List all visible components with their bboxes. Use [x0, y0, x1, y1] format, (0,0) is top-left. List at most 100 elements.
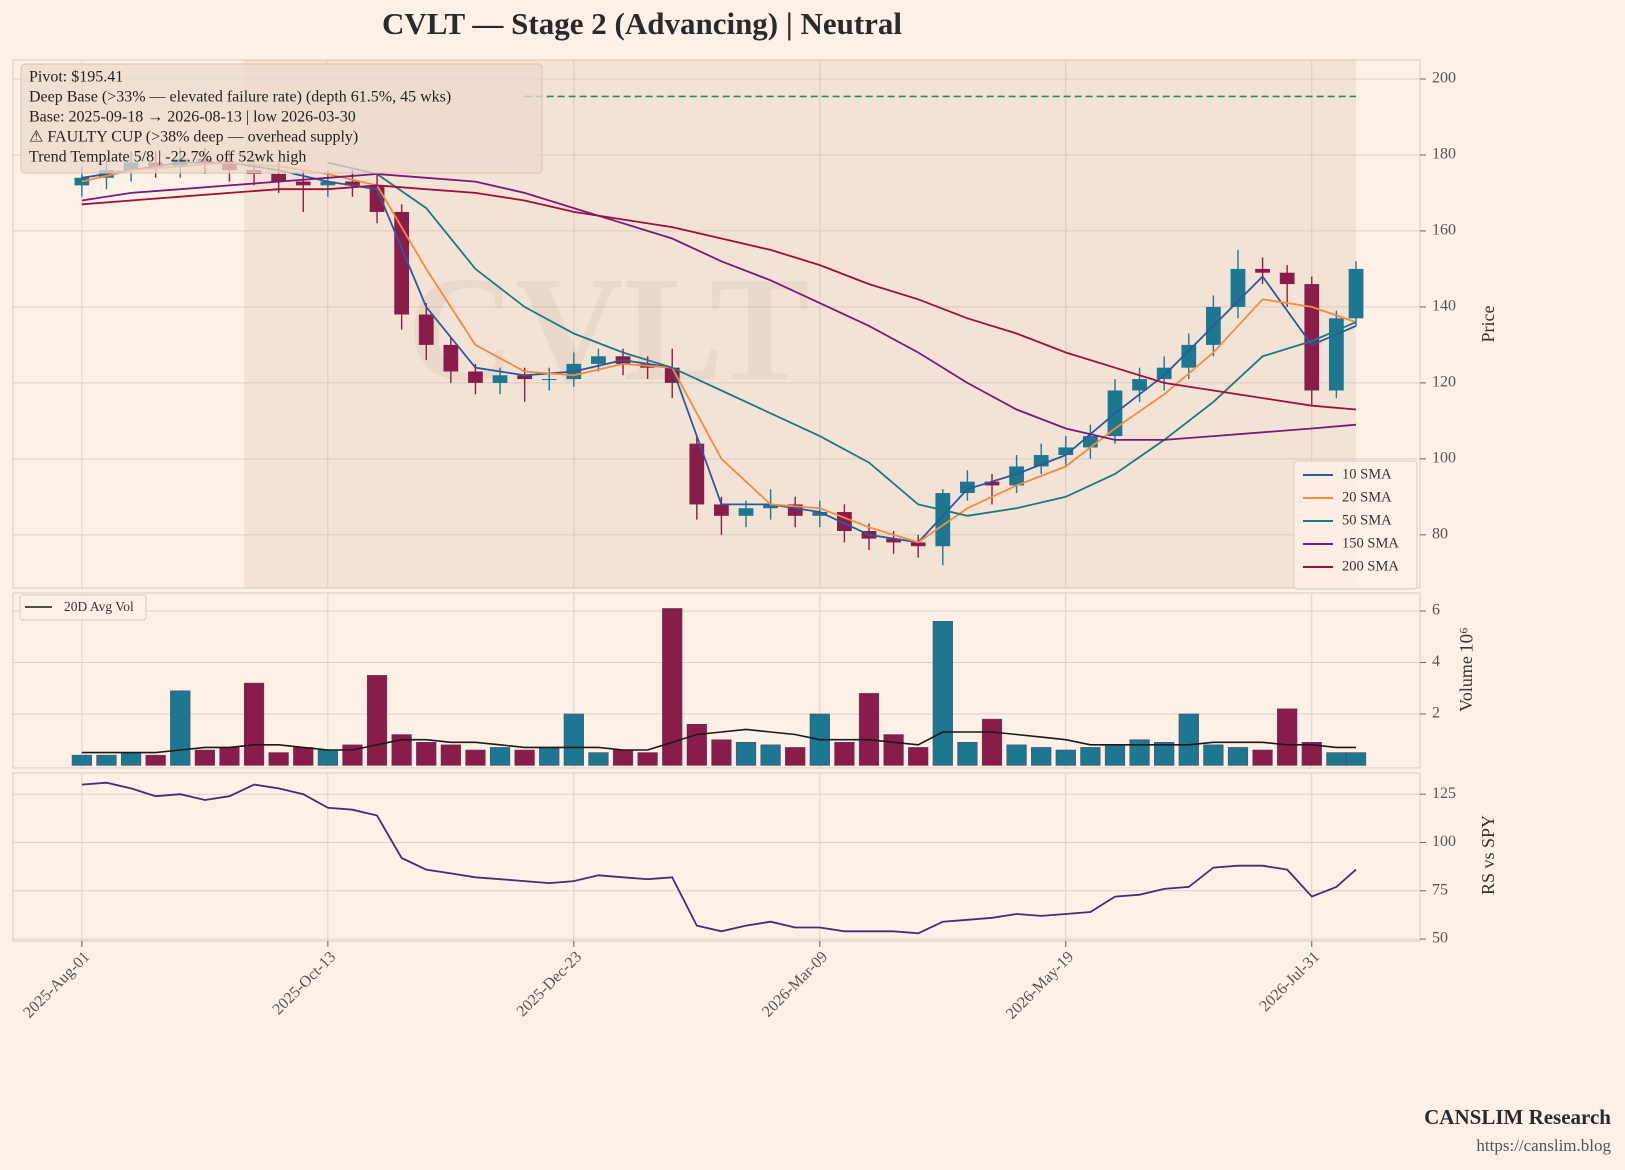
y-tick-label: 140	[1432, 298, 1456, 315]
candle-body	[763, 504, 778, 509]
volume-bar	[1227, 747, 1249, 766]
sma-line	[81, 184, 1357, 411]
y-tick-label: 125	[1432, 785, 1456, 802]
volume-bar	[96, 754, 117, 766]
candle-body	[345, 181, 360, 186]
candle-body	[1132, 379, 1147, 391]
volume-bar	[563, 713, 584, 766]
volume-bar	[932, 621, 953, 766]
y-tick-label: 160	[1432, 222, 1456, 239]
volume-bar	[1104, 744, 1126, 766]
volume-bar	[170, 690, 191, 766]
sma-line	[81, 161, 1357, 544]
volume-bar	[1326, 752, 1347, 766]
candle-body	[271, 173, 287, 182]
candle-body	[1033, 455, 1049, 467]
candle-body	[787, 504, 803, 516]
candle-body	[74, 177, 90, 186]
volume-bar	[194, 749, 215, 766]
volume-bar	[1345, 752, 1367, 766]
y-tick-label: 2	[1432, 705, 1440, 722]
candle-body	[492, 375, 508, 383]
candle-body	[418, 314, 434, 345]
volume-bar	[293, 747, 314, 766]
candle-body	[714, 504, 729, 516]
y-axis-label: Price	[1478, 305, 1498, 342]
volume-bar	[1080, 747, 1101, 766]
volume-bar	[416, 742, 437, 766]
volume-bar	[317, 749, 338, 766]
y-tick-label: 50	[1432, 930, 1448, 947]
candle-body	[910, 542, 926, 547]
candle-body	[517, 375, 533, 380]
legend-label: 20D Avg Vol	[64, 599, 134, 614]
y-tick-label: 100	[1432, 450, 1456, 467]
volume-bar	[489, 747, 511, 766]
candle-body	[886, 538, 901, 543]
volume-bar	[243, 682, 265, 766]
volume-bar	[145, 754, 166, 766]
panel	[12, 592, 1421, 769]
candle-body	[468, 371, 483, 383]
candle-body	[984, 481, 1000, 486]
volume-bar	[612, 749, 634, 766]
panel	[12, 59, 1421, 589]
y-tick-label: 100	[1432, 833, 1456, 850]
volume-bar	[883, 734, 904, 766]
candle-body	[541, 379, 557, 381]
legend-box	[1293, 460, 1418, 590]
volume-bar	[785, 747, 806, 766]
y-tick-label: 200	[1432, 70, 1456, 87]
volume-bar	[1203, 744, 1224, 766]
watermark: CVLT	[407, 246, 810, 412]
candle-body	[1348, 268, 1364, 319]
legend-label: 200 SMA	[1342, 558, 1399, 574]
legend-label: 20 SMA	[1342, 489, 1392, 505]
legend-box	[19, 594, 147, 621]
candle-body	[591, 356, 606, 364]
legend-label: 50 SMA	[1342, 512, 1392, 528]
annotation-box	[20, 63, 543, 174]
volume-bar	[1252, 749, 1273, 766]
footer-brand: CANSLIM Research	[1424, 1105, 1611, 1129]
axis-offset: 10⁶	[1456, 627, 1477, 653]
volume-bar	[735, 742, 757, 766]
y-tick-label: 180	[1432, 146, 1456, 163]
y-tick-label: 6	[1432, 602, 1440, 619]
volume-bar	[908, 747, 929, 766]
volume-bar	[637, 752, 658, 766]
y-tick-label: 80	[1432, 525, 1448, 542]
annotation: Pivot: $195.41	[29, 69, 123, 86]
avg-volume-line	[81, 728, 1356, 754]
candle-body	[1181, 344, 1197, 368]
panel	[12, 772, 1421, 942]
volume-bar	[539, 747, 560, 766]
volume-bar	[686, 724, 707, 766]
candle-body	[1304, 284, 1320, 391]
volume-bar	[1277, 708, 1298, 766]
candle-body	[960, 481, 975, 494]
candle-body	[1083, 436, 1098, 448]
volume-bar	[662, 608, 683, 766]
candle-body	[1255, 268, 1270, 273]
candle-body	[812, 512, 828, 516]
annotation: Trend Template 5/8 | -22.7% off 52wk hig…	[29, 149, 306, 166]
y-axis-label: Volume	[1456, 656, 1476, 712]
rs-line	[81, 781, 1357, 935]
y-tick-label: 120	[1432, 374, 1456, 391]
volume-bar	[366, 675, 388, 766]
chart-title: CVLT — Stage 2 (Advancing) | Neutral	[382, 6, 902, 41]
sma-line	[327, 161, 1357, 517]
volume-bar	[71, 754, 92, 766]
volume-bar	[858, 693, 880, 766]
candle-body	[295, 181, 311, 186]
volume-bar	[514, 749, 535, 766]
volume-bar	[219, 747, 240, 766]
y-tick-label: 4	[1432, 653, 1440, 670]
volume-bar	[711, 739, 732, 766]
candle-body	[935, 493, 951, 547]
annotation: Base: 2025-09-18 → 2026-08-13 | low 2026…	[29, 109, 356, 126]
candle-body	[443, 344, 459, 372]
